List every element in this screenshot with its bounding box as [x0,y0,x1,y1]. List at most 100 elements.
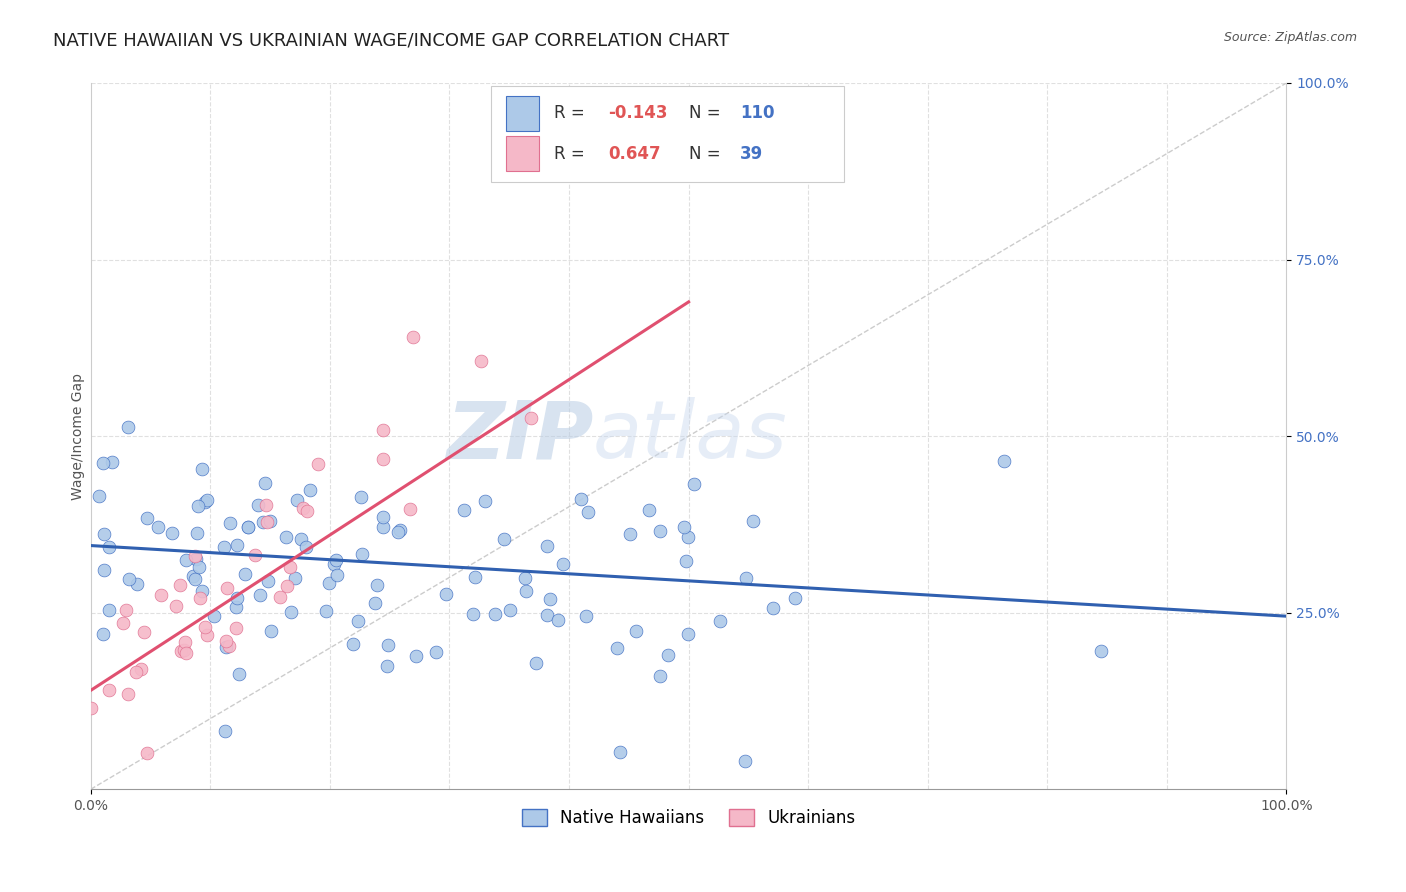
Point [377,659,399,673]
Point [160,526,183,541]
Point [742,515,765,529]
Bar [506,136,538,171]
Point [364,596,387,610]
Point [609,745,631,759]
Point [624,624,647,638]
Point [97,602,120,616]
Point [398,502,420,516]
Point [606,640,628,655]
Point [202,608,225,623]
Point [538,592,561,607]
Text: N =: N = [689,104,725,122]
Point [280,605,302,619]
Bar [506,95,538,131]
Point [284,571,307,585]
Point [371,509,394,524]
Point [285,492,308,507]
Point [297,504,319,518]
Point [453,503,475,517]
Point [169,578,191,592]
Point [136,511,159,525]
Point [650,524,672,538]
Point [181,568,204,582]
Point [470,354,492,368]
Point [434,587,457,601]
Point [129,662,152,676]
Point [388,524,411,538]
Point [212,541,235,555]
Text: 39: 39 [740,145,763,162]
Point [547,613,569,627]
Point [233,567,256,582]
Point [252,515,274,529]
Point [149,588,172,602]
Point [191,584,214,599]
Point [135,746,157,760]
Point [1090,644,1112,658]
Point [323,557,346,571]
Text: NATIVE HAWAIIAN VS UKRAINIAN WAGE/INCOME GAP CORRELATION CHART: NATIVE HAWAIIAN VS UKRAINIAN WAGE/INCOME… [53,31,730,49]
Point [260,624,283,639]
Y-axis label: Wage/Income Gap: Wage/Income Gap [72,373,86,500]
Point [80,700,103,714]
Point [734,754,756,768]
Point [91,456,114,470]
Point [377,638,399,652]
Point [125,665,148,679]
Point [709,614,731,628]
Point [520,411,543,425]
Point [215,581,238,595]
Legend: Native Hawaiians, Ukrainians: Native Hawaiians, Ukrainians [515,803,862,834]
Point [350,547,373,561]
Point [307,457,329,471]
Point [619,527,641,541]
Point [194,495,217,509]
Point [259,515,281,529]
Point [276,579,298,593]
Point [276,530,298,544]
Point [371,423,394,437]
Point [257,574,280,589]
Point [347,615,370,629]
Point [536,607,558,622]
Point [637,503,659,517]
Point [111,616,134,631]
Point [342,637,364,651]
Text: Source: ZipAtlas.com: Source: ZipAtlas.com [1223,31,1357,45]
Point [294,540,316,554]
Point [165,599,187,613]
Point [97,541,120,555]
Point [214,724,236,739]
Point [575,608,598,623]
Point [785,591,807,605]
Point [197,627,219,641]
Point [425,645,447,659]
Point [254,498,277,512]
Point [214,640,236,654]
Point [675,554,697,568]
Point [191,461,214,475]
Point [325,553,347,567]
Point [371,451,394,466]
Point [225,621,247,635]
Point [683,477,706,491]
Point [402,330,425,344]
Point [93,563,115,577]
Point [114,602,136,616]
Point [195,493,218,508]
Point [569,492,592,507]
Text: R =: R = [554,145,589,162]
Point [91,627,114,641]
Point [89,489,111,503]
Point [678,626,700,640]
Point [292,500,315,515]
Point [762,600,785,615]
Point [117,687,139,701]
Point [174,646,197,660]
Point [474,494,496,508]
Point [405,648,427,663]
Text: R =: R = [554,104,589,122]
Point [256,515,278,529]
FancyBboxPatch shape [491,87,844,182]
Point [184,549,207,563]
